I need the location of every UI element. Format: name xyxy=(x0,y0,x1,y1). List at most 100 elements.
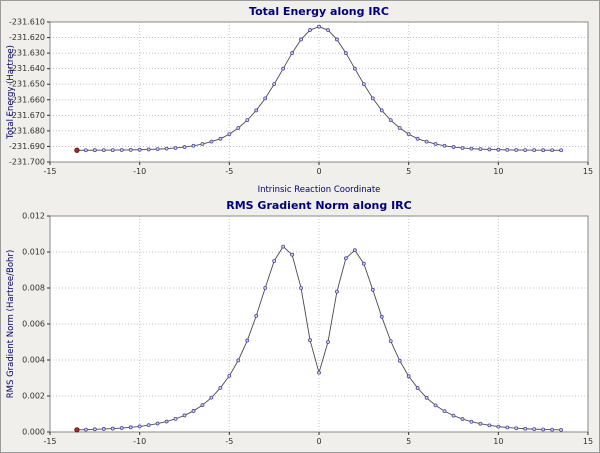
y-axis-label: RMS Gradient Norm (Hartree/Bohr) xyxy=(6,250,16,399)
data-point-marker xyxy=(523,426,528,431)
data-point-marker xyxy=(424,139,429,144)
y-tick-label: -231.680 xyxy=(9,126,45,135)
rms-gradient-chart-panel: -15 -10 -5 0 5 10 15 0.000 0.002 0.004 0.006 0.008 0… xyxy=(4,198,596,448)
data-point-marker xyxy=(173,146,178,150)
data-point-marker xyxy=(254,108,259,113)
data-point-marker xyxy=(218,136,223,141)
data-point-marker xyxy=(326,28,330,32)
data-point-marker xyxy=(155,147,160,152)
data-point-marker xyxy=(245,118,250,123)
data-point-marker xyxy=(146,147,151,152)
x-tick-label: -5 xyxy=(225,437,233,446)
data-point-marker xyxy=(254,314,259,318)
x-tick-label: -15 xyxy=(43,167,56,176)
data-point-marker xyxy=(137,147,142,152)
data-point-marker xyxy=(209,395,214,400)
x-tick-label: 10 xyxy=(493,167,503,176)
highlighted-first-point xyxy=(74,147,80,153)
data-point-marker xyxy=(433,142,438,146)
data-point-marker xyxy=(415,386,420,390)
data-point-marker xyxy=(397,358,402,363)
data-point-marker xyxy=(326,340,330,344)
data-point-marker xyxy=(478,147,483,152)
data-point-marker xyxy=(352,248,357,253)
data-point-marker xyxy=(406,374,411,379)
data-point-marker xyxy=(290,51,295,55)
data-point-marker xyxy=(83,148,88,153)
data-point-marker xyxy=(388,118,393,123)
total-energy-chart: -15 -10 -5 0 5 10 15 -231.700 -231.690 -231.680 -2… xyxy=(6,5,593,195)
data-point-marker xyxy=(209,139,214,144)
data-point-marker xyxy=(110,426,115,431)
data-point-marker xyxy=(460,146,465,150)
data-point-marker xyxy=(317,370,321,375)
x-tick-label: -5 xyxy=(225,167,233,176)
chart-title: RMS Gradient Norm along IRC xyxy=(226,199,411,212)
data-point-marker xyxy=(272,82,277,87)
x-axis-label: Intrinsic Reaction Coordinate xyxy=(258,185,381,195)
data-point-marker xyxy=(128,425,133,430)
y-axis-label: Total Energy (Hartree) xyxy=(6,45,16,140)
data-point-marker xyxy=(451,413,456,418)
data-point-marker xyxy=(245,338,250,343)
data-point-marker xyxy=(379,314,384,319)
data-point-marker xyxy=(388,339,393,344)
tick-labels: -15 -10 -5 0 5 10 15 -231.700 -231.690 -231.680 -2… xyxy=(9,18,593,177)
y-tick-label: -231.620 xyxy=(9,33,45,42)
data-point-marker xyxy=(478,421,483,426)
y-tick-label: -231.660 xyxy=(9,95,45,104)
data-point-marker xyxy=(218,385,223,390)
data-point-marker xyxy=(119,426,124,430)
data-point-marker xyxy=(532,427,537,432)
y-tick-label: -231.610 xyxy=(9,18,45,27)
data-point-marker xyxy=(370,96,375,101)
data-point-marker xyxy=(281,244,286,249)
data-point-marker xyxy=(191,143,196,148)
data-point-marker xyxy=(469,146,474,151)
x-tick-label: 5 xyxy=(406,167,411,176)
data-point-marker xyxy=(514,148,519,152)
data-point-marker xyxy=(451,145,456,149)
y-tick-label: 0.000 xyxy=(22,428,45,437)
data-point-marker xyxy=(532,148,537,153)
data-point-marker xyxy=(227,373,232,378)
data-point-marker xyxy=(442,143,447,148)
data-point-marker xyxy=(469,419,474,424)
data-point-marker xyxy=(370,287,375,292)
data-point-marker xyxy=(433,403,438,408)
data-point-marker xyxy=(155,421,160,426)
data-point-marker xyxy=(361,82,366,87)
data-point-marker xyxy=(343,51,348,55)
data-point-marker xyxy=(137,424,142,429)
data-point-marker xyxy=(514,426,519,431)
data-point-marker xyxy=(299,37,303,42)
data-point-marker xyxy=(236,126,241,130)
data-point-marker xyxy=(281,66,286,71)
data-point-marker xyxy=(164,146,169,151)
data-point-marker xyxy=(110,148,115,153)
x-tick-label: 15 xyxy=(583,167,593,176)
data-point-marker xyxy=(496,424,501,429)
data-point-marker xyxy=(335,37,339,42)
data-point-marker xyxy=(343,256,348,261)
data-point-marker xyxy=(92,148,97,153)
data-point-marker xyxy=(200,142,205,146)
data-point-marker xyxy=(335,289,339,294)
data-point-marker xyxy=(541,427,546,432)
x-tick-label: 0 xyxy=(316,167,321,176)
chart-title: Total Energy along IRC xyxy=(249,5,389,18)
data-points xyxy=(74,244,563,433)
data-point-marker xyxy=(361,261,366,266)
data-point-marker xyxy=(191,409,196,413)
y-tick-label: -231.640 xyxy=(9,64,45,73)
y-tick-label: -231.690 xyxy=(9,142,45,151)
data-point-marker xyxy=(487,423,492,428)
data-point-marker xyxy=(496,147,501,152)
y-tick-label: 0.010 xyxy=(22,248,45,257)
x-tick-label: 10 xyxy=(493,437,503,446)
data-point-marker xyxy=(352,66,357,71)
data-point-marker xyxy=(236,358,241,363)
data-points xyxy=(74,24,563,153)
data-point-marker xyxy=(523,148,528,153)
data-point-marker xyxy=(505,147,510,152)
